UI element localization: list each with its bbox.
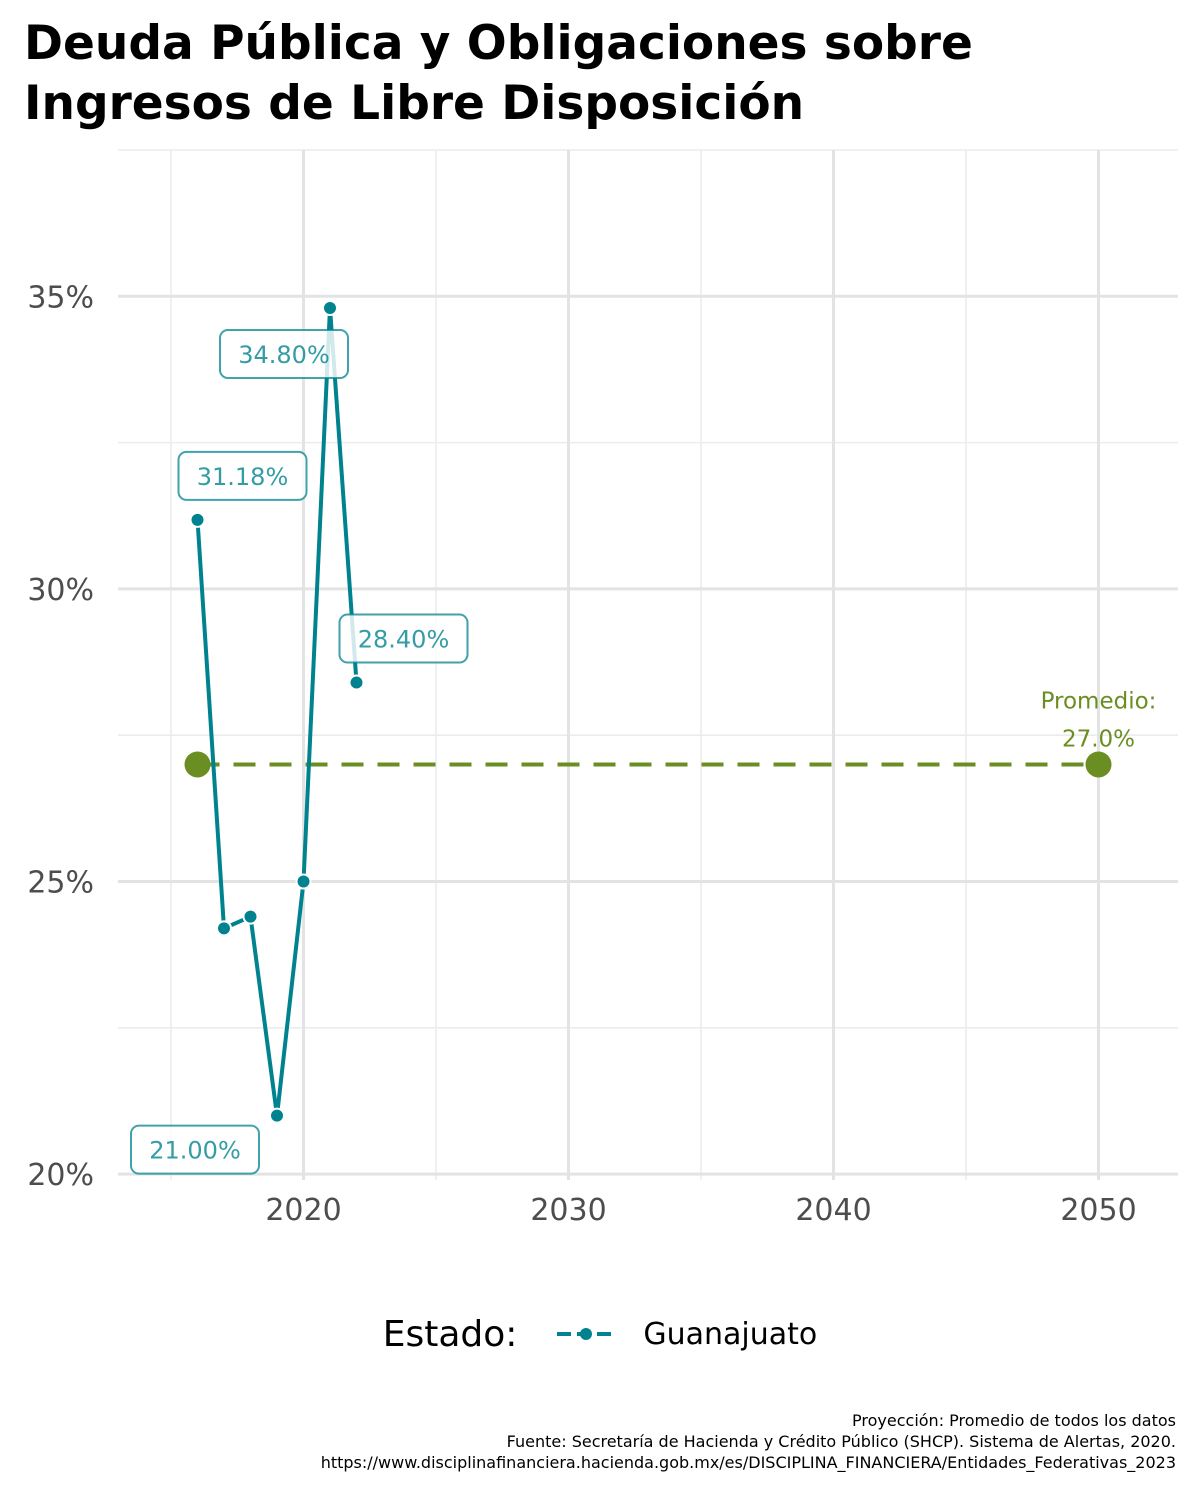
series-point <box>189 511 206 528</box>
caption: Proyección: Promedio de todos los datos … <box>321 1410 1176 1473</box>
axis-tick-labels: 2020 2030 2040 2050 20% 25% 30% 35% <box>27 280 1136 1228</box>
data-label-text: 31.18% <box>197 463 289 491</box>
grid-major <box>118 150 1178 1180</box>
data-label-box <box>338 613 469 664</box>
caption-line-source: Fuente: Secretaría de Hacienda y Crédito… <box>506 1432 1176 1451</box>
series-line <box>195 306 359 1118</box>
legend: Estado: Guanajuato <box>0 1306 1200 1362</box>
average-point <box>1085 751 1112 778</box>
grid-minor <box>118 149 1178 1180</box>
x-tick-label: 2030 <box>530 1193 606 1228</box>
legend-label-guanajuato: Guanajuato <box>643 1316 818 1352</box>
data-label: 21.00% <box>130 1124 260 1175</box>
chart-title: Deuda Pública y Obligaciones sobre Ingre… <box>24 14 1184 134</box>
y-tick-label: 30% <box>27 573 94 608</box>
legend-title: Estado: <box>382 1313 518 1355</box>
series-point <box>242 908 259 925</box>
average-projection: Promedio: 27.0% <box>184 688 1157 778</box>
caption-line-url: https://www.disciplinafinanciera.haciend… <box>320 1453 1176 1472</box>
caption-line-projection: Proyección: Promedio de todos los datos <box>852 1411 1176 1430</box>
data-label-box <box>219 329 349 380</box>
chart-title-line1: Deuda Pública y Obligaciones sobre <box>24 16 973 71</box>
data-label-text: 21.00% <box>149 1137 241 1165</box>
series-point <box>216 920 232 937</box>
data-label-text: 28.40% <box>358 626 450 654</box>
series-guanajuato <box>189 300 365 1124</box>
y-tick-label: 20% <box>27 1158 94 1193</box>
y-tick-label: 25% <box>27 866 94 901</box>
line-chart: 2020 2030 2040 2050 20% 25% 30% 35% Promedio: 27… <box>27 149 1178 1228</box>
average-label-title: Promedio: <box>1041 688 1157 714</box>
average-label-value: 27.0% <box>1062 726 1135 752</box>
x-tick-label: 2040 <box>795 1193 871 1228</box>
data-labels: 31.18% 21.00% 34.80% 28.40% <box>130 329 469 1175</box>
x-tick-label: 2020 <box>265 1193 341 1228</box>
data-label: 31.18% <box>177 450 308 501</box>
data-label-box <box>130 1124 260 1175</box>
data-label: 34.80% <box>219 329 349 380</box>
chart-title-line2: Ingresos de Libre Disposición <box>24 76 805 131</box>
data-label-text: 34.80% <box>238 341 330 369</box>
legend-key-line-icon <box>557 1328 616 1340</box>
x-tick-label: 2050 <box>1060 1193 1136 1228</box>
series-point <box>322 300 338 317</box>
average-point <box>184 751 211 778</box>
data-label-box <box>177 450 308 501</box>
series-point <box>348 674 365 691</box>
series-point <box>295 873 312 890</box>
series-point <box>269 1107 285 1124</box>
data-label: 28.40% <box>338 613 469 664</box>
y-tick-label: 35% <box>27 280 94 315</box>
